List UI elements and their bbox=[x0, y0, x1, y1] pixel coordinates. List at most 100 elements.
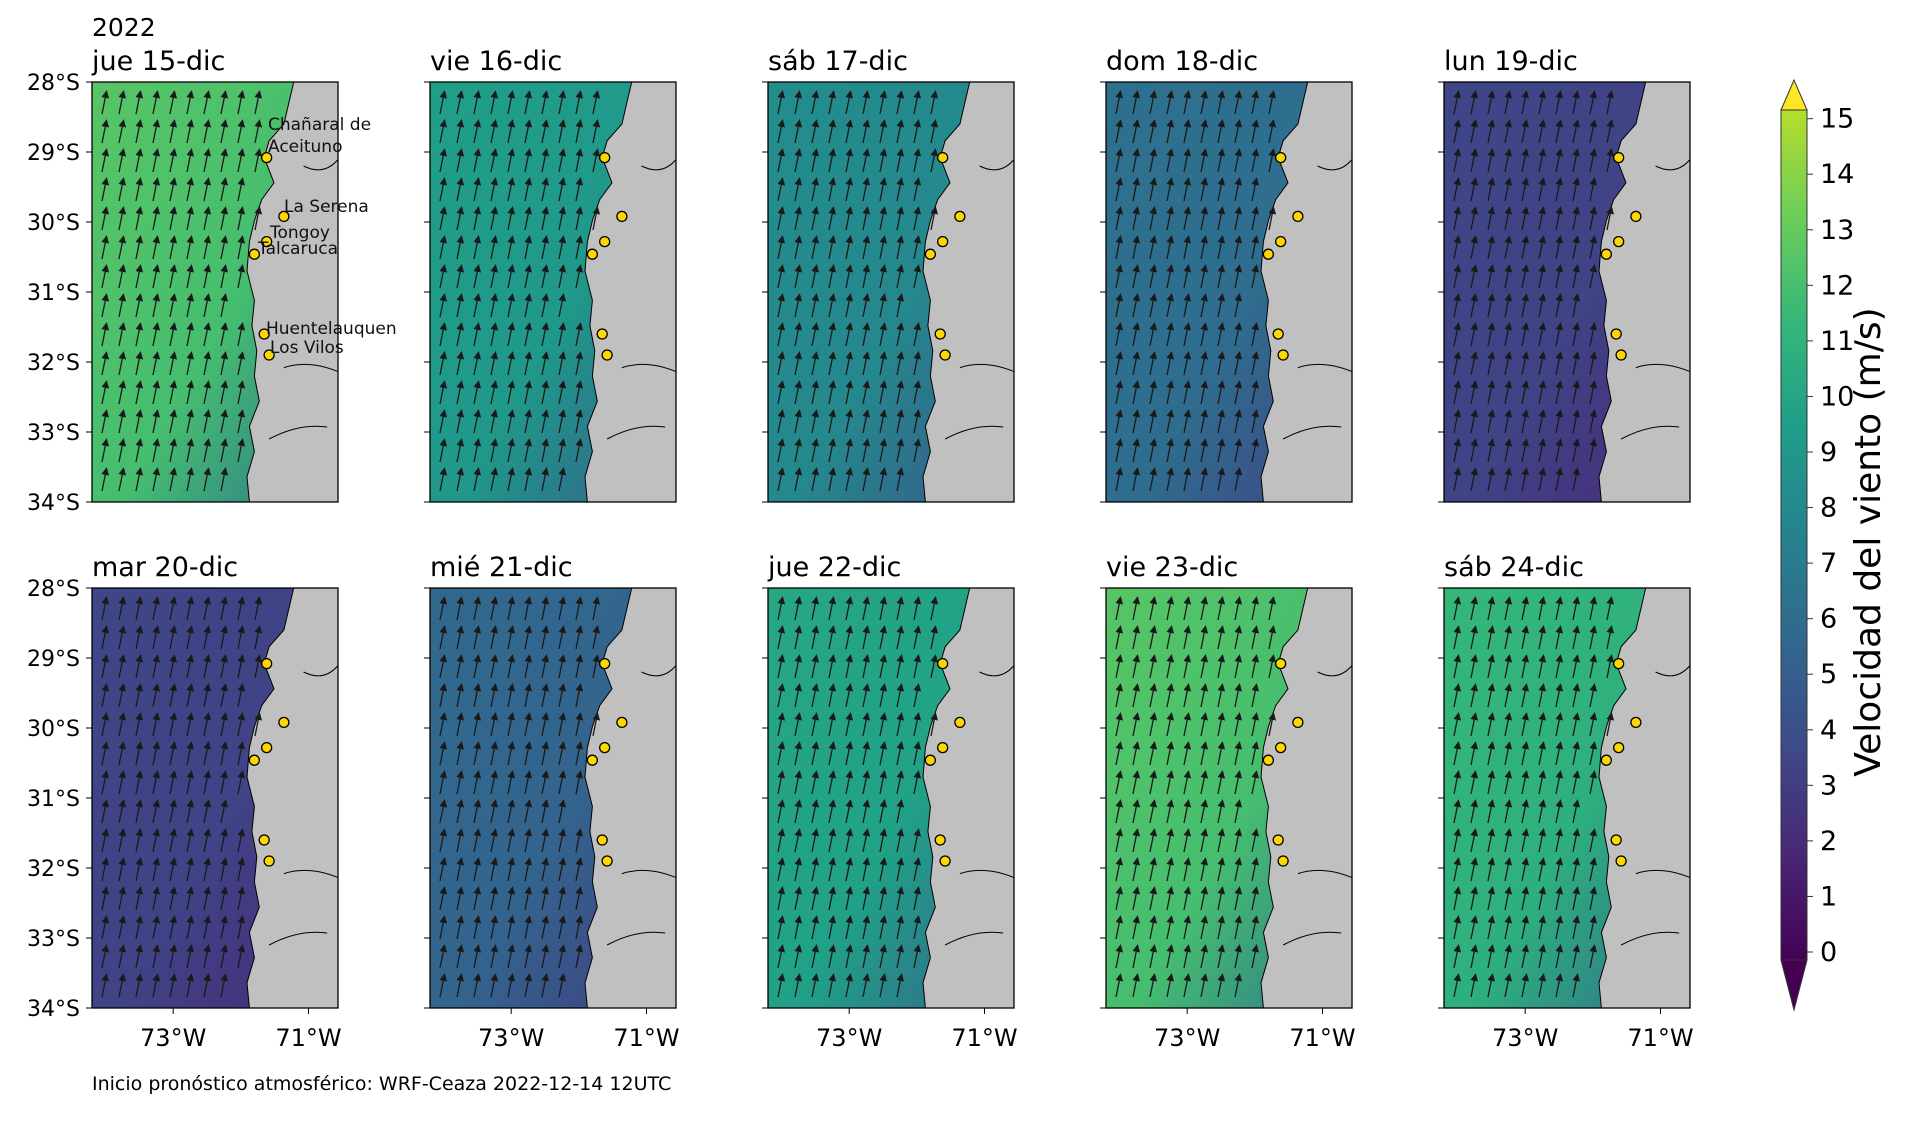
wind-arrow bbox=[135, 770, 144, 795]
wind-arrow bbox=[254, 90, 263, 115]
wind-arrow bbox=[558, 293, 567, 318]
wind-arrow bbox=[169, 973, 178, 998]
wind-arrow bbox=[1200, 467, 1209, 492]
wind-arrow bbox=[558, 799, 567, 824]
wind-arrow bbox=[490, 351, 499, 376]
region-border bbox=[1282, 425, 1342, 440]
wind-arrow bbox=[575, 683, 584, 708]
wind-arrow bbox=[828, 322, 837, 347]
lat-tick-label: 34°S bbox=[27, 997, 80, 1022]
wind-arrow bbox=[1132, 293, 1141, 318]
wind-arrow bbox=[1589, 438, 1598, 463]
wind-arrow bbox=[862, 293, 871, 318]
wind-arrow bbox=[490, 857, 499, 882]
wind-arrow bbox=[456, 467, 465, 492]
wind-arrow bbox=[862, 177, 871, 202]
wind-arrow bbox=[879, 596, 888, 621]
wind-arrow bbox=[1470, 351, 1479, 376]
panel-title: mar 20-dic bbox=[92, 552, 238, 583]
panel-title: dom 18-dic bbox=[1106, 46, 1258, 77]
station-marker bbox=[278, 716, 290, 729]
wind-arrow bbox=[101, 438, 110, 463]
wind-arrow bbox=[811, 625, 820, 650]
wind-arrow bbox=[1200, 264, 1209, 289]
wind-arrow bbox=[879, 438, 888, 463]
wind-arrow bbox=[896, 90, 905, 115]
wind-arrow bbox=[507, 944, 516, 969]
wind-arrow bbox=[1115, 409, 1124, 434]
wind-arrow bbox=[439, 857, 448, 882]
wind-arrow bbox=[1251, 438, 1260, 463]
wind-arrow bbox=[254, 654, 263, 679]
colorbar-tick-label: 6 bbox=[1820, 604, 1837, 635]
wind-arrow bbox=[828, 380, 837, 405]
land-mass bbox=[584, 587, 677, 1009]
wind-arrow bbox=[1504, 119, 1513, 144]
wind-arrow bbox=[575, 177, 584, 202]
wind-arrow bbox=[439, 886, 448, 911]
wind-arrow bbox=[1234, 467, 1243, 492]
wind-arrow bbox=[237, 119, 246, 144]
wind-arrow bbox=[879, 206, 888, 231]
wind-arrow bbox=[524, 293, 533, 318]
wind-arrow bbox=[220, 944, 229, 969]
wind-arrow bbox=[845, 380, 854, 405]
wind-arrow bbox=[811, 293, 820, 318]
wind-arrow bbox=[490, 828, 499, 853]
wind-arrow bbox=[845, 177, 854, 202]
wind-arrow bbox=[1234, 206, 1243, 231]
wind-arrow bbox=[845, 438, 854, 463]
wind-arrow bbox=[1487, 467, 1496, 492]
station-marker bbox=[1610, 834, 1622, 846]
station-marker bbox=[278, 210, 290, 223]
wind-arrow bbox=[879, 177, 888, 202]
wind-arrow bbox=[169, 264, 178, 289]
wind-arrow bbox=[541, 741, 550, 766]
wind-arrow bbox=[1521, 438, 1530, 463]
wind-arrow bbox=[1572, 206, 1581, 231]
wind-arrow bbox=[473, 857, 482, 882]
wind-arrow bbox=[490, 741, 499, 766]
wind-arrow bbox=[490, 148, 499, 173]
wind-arrow bbox=[524, 886, 533, 911]
colorbar-extend-min bbox=[1780, 959, 1808, 1012]
station-marker bbox=[939, 855, 951, 867]
wind-arrow bbox=[1504, 293, 1513, 318]
wind-arrow bbox=[575, 119, 584, 144]
wind-arrow bbox=[203, 915, 212, 940]
wind-arrow bbox=[118, 322, 127, 347]
wind-arrow bbox=[220, 799, 229, 824]
wind-arrow bbox=[1487, 119, 1496, 144]
wind-arrow bbox=[169, 770, 178, 795]
wind-arrow bbox=[169, 351, 178, 376]
wind-arrow bbox=[220, 915, 229, 940]
wind-arrow bbox=[1234, 409, 1243, 434]
wind-arrow bbox=[1572, 409, 1581, 434]
wind-arrow bbox=[1487, 235, 1496, 260]
wind-arrow bbox=[490, 264, 499, 289]
wind-arrow bbox=[524, 351, 533, 376]
wind-arrow bbox=[118, 683, 127, 708]
wind-arrow bbox=[237, 206, 246, 231]
wind-arrow bbox=[524, 915, 533, 940]
panel-title: lun 19-dic bbox=[1444, 46, 1578, 77]
wind-arrow bbox=[845, 235, 854, 260]
wind-arrow bbox=[1115, 235, 1124, 260]
wind-arrow bbox=[1200, 235, 1209, 260]
lon-tick-label: 71°W bbox=[613, 1024, 679, 1052]
wind-arrow bbox=[1589, 119, 1598, 144]
station-marker bbox=[924, 754, 937, 766]
wind-arrow bbox=[777, 596, 786, 621]
wind-arrow bbox=[845, 293, 854, 318]
wind-arrow bbox=[152, 828, 161, 853]
wind-arrow bbox=[220, 380, 229, 405]
wind-arrow bbox=[1115, 264, 1124, 289]
wind-arrow bbox=[1149, 467, 1158, 492]
wind-arrow bbox=[896, 596, 905, 621]
wind-arrow bbox=[1234, 293, 1243, 318]
wind-arrow bbox=[541, 654, 550, 679]
wind-arrow bbox=[490, 799, 499, 824]
station-marker bbox=[258, 834, 270, 846]
wind-arrow bbox=[558, 886, 567, 911]
wind-arrow bbox=[254, 148, 263, 173]
